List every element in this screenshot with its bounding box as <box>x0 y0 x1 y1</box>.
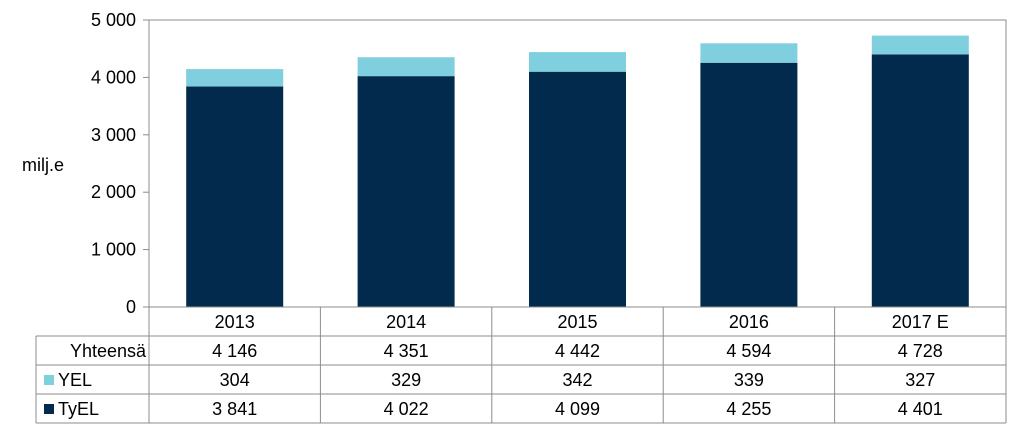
data-label: 342 <box>562 370 592 390</box>
legend-label: TyEL <box>58 399 99 419</box>
y-tick-label: 3 000 <box>91 125 136 145</box>
x-tick-label: 2013 <box>215 312 255 332</box>
y-tick-label: 2 000 <box>91 182 136 202</box>
data-label: 4 099 <box>555 399 600 419</box>
data-table: 2013 2014 2015 2016 2017 E Yhteensä 4 146 4 351… <box>35 306 1007 424</box>
legend-label: YEL <box>58 370 92 390</box>
bar-tyel-2013 <box>186 86 284 307</box>
legend-swatch-yel <box>44 375 54 385</box>
bar-yel-2015 <box>529 52 626 72</box>
legend-swatch-tyel <box>44 404 54 414</box>
y-tick-label: 0 <box>126 297 136 317</box>
data-label: 304 <box>220 370 250 390</box>
data-label: 327 <box>905 370 935 390</box>
x-tick-label: 2016 <box>729 312 769 332</box>
bar-yel-2016 <box>700 43 798 63</box>
y-tick-label: 1 000 <box>91 240 136 260</box>
y-axis: 0 1 000 2 000 3 000 4 000 5 000 <box>91 10 149 317</box>
y-axis-label: milj.e <box>22 155 64 175</box>
bar-yel-2014 <box>357 57 455 77</box>
bar-tyel-2015 <box>529 71 626 307</box>
x-tick-label: 2014 <box>386 312 426 332</box>
data-label: 4 146 <box>212 341 257 361</box>
data-label: 4 401 <box>898 399 943 419</box>
bar-yel-2017-e <box>871 35 969 55</box>
bar-yel-2013 <box>186 69 284 87</box>
bar-tyel-2016 <box>700 62 798 307</box>
bars <box>186 35 969 307</box>
data-label: 339 <box>734 370 764 390</box>
data-label: 4 022 <box>384 399 429 419</box>
y-tick-label: 5 000 <box>91 10 136 30</box>
bar-tyel-2017-e <box>871 54 969 307</box>
data-label: 3 841 <box>212 399 257 419</box>
y-tick-label: 4 000 <box>91 67 136 87</box>
bar-tyel-2014 <box>357 76 455 307</box>
data-label: 4 255 <box>726 399 771 419</box>
data-label: 4 351 <box>384 341 429 361</box>
data-label: 4 442 <box>555 341 600 361</box>
data-label: 4 728 <box>898 341 943 361</box>
table-row-label: Yhteensä <box>70 341 147 361</box>
x-tick-label: 2015 <box>557 312 597 332</box>
data-label: 329 <box>391 370 421 390</box>
data-label: 4 594 <box>726 341 771 361</box>
x-tick-label: 2017 E <box>892 312 949 332</box>
